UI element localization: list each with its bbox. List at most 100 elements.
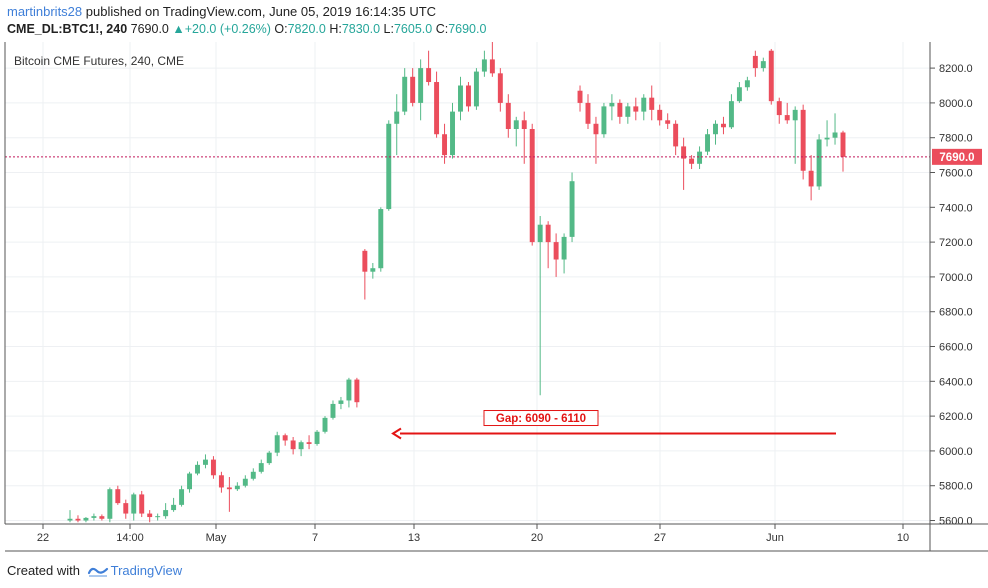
x-tick-label: 7 [312,532,318,544]
candle-body [832,132,838,138]
chart-title: Bitcoin CME Futures, 240, CME [14,54,184,68]
candle-body [545,224,551,243]
high-label: H: [329,22,342,36]
candle-body [553,242,559,260]
open-value: 7820.0 [287,22,326,36]
candle-body [505,102,511,130]
tradingview-brand-link[interactable]: TradingView [110,563,183,578]
y-tick-label: 6000.0 [939,446,973,458]
candle-body [768,50,774,102]
footer: Created with TradingView [7,563,182,578]
open-label: O: [274,22,288,36]
price-chart[interactable]: 5600.0 5800.0 6000.0 6200.0 6400.0 6600.0 6800… [0,42,988,552]
tradingview-logo-icon [87,567,108,577]
candle-body [115,489,121,504]
candle-body [75,518,81,521]
publish-info: martinbrits28 published on TradingView.c… [7,4,436,19]
x-tick-label: 22 [37,532,49,544]
candle-body [816,139,822,187]
candle-body [697,151,703,164]
candle-body [792,109,798,121]
y-tick-label: 6400.0 [939,376,973,388]
candle-body [713,123,718,135]
candle-body [521,120,527,130]
candle-body [179,489,185,505]
candle-body [473,71,479,107]
candle-body [673,123,679,147]
annotation-gap: Gap: 6090 - 6110 [391,410,836,440]
candle-body [808,170,814,187]
candle-body [362,250,368,272]
candle-body [290,440,296,450]
candle-body [840,132,846,157]
candle-body [744,80,750,88]
y-tick-label: 7000.0 [939,272,973,284]
candle-body [274,435,280,453]
candle-body [824,137,830,140]
candle-body [585,102,591,124]
candle-body [203,459,208,465]
x-tick-label: 27 [654,532,666,544]
candle-body [346,379,352,401]
candle-body [458,85,463,112]
candle-body [258,463,264,472]
candle-body [91,516,97,518]
candle-body [354,379,360,403]
candle-body [434,82,440,135]
candle-body [513,120,519,130]
close-label: C: [435,22,449,36]
candle-body [83,517,89,521]
candle-body [107,489,113,519]
candle-body [370,268,376,272]
candle-body [234,485,240,490]
change-up-icon: ▲ [172,22,185,36]
y-tick-label: 8000.0 [939,98,973,110]
candle-body [705,134,710,152]
candle-body [465,85,471,107]
candle-body [489,59,495,74]
candle-body [800,109,806,171]
last-price-tag-label: 7690.0 [939,152,974,164]
candle-body [752,55,758,69]
candle-body [155,516,161,518]
candle-body [720,123,726,128]
candle-body [242,478,248,486]
y-tick-label: 6200.0 [939,411,973,423]
candle-body [657,109,663,121]
candle-body [330,403,336,418]
x-tick-label: 14:00 [116,532,144,544]
candle-body [314,431,320,444]
candle-body [529,129,535,243]
candles [67,42,846,523]
y-tick-label: 6600.0 [939,342,973,354]
change-value: +20.0 (+0.26%) [184,22,271,36]
candle-body [681,146,687,159]
candle-body [784,115,790,121]
candle-body [601,106,607,135]
created-with-text: Created with [7,563,80,578]
candle-body [641,97,647,112]
candle-body [226,487,232,490]
last-price-tag-box [932,148,982,165]
author-link[interactable]: martinbrits28 [7,4,83,19]
gap-label-box [483,410,599,427]
low-label: L: [383,22,394,36]
candle-body [187,473,193,490]
y-tick-label: 5600.0 [939,516,973,528]
y-tick-label: 7800.0 [939,133,973,145]
x-tick-label: 13 [408,532,420,544]
candle-body [386,123,392,210]
candle-body [410,76,416,103]
y-tick-label: 7600.0 [939,168,973,180]
ohlc-legend: CME_DL:BTC1!, 240 7690.0 ▲+20.0 (+0.26%)… [7,22,486,36]
plot-area[interactable] [5,42,930,524]
candle-body [481,59,487,72]
candle-body [497,73,503,103]
candle-body [306,442,312,444]
candle-body [282,435,288,441]
candle-body [728,101,734,128]
x-axis: 22 14:00 May 7 13 20 27 Jun 10 [37,524,909,544]
candle-body [131,494,137,514]
candle-body [593,123,599,135]
candle-body [561,236,567,260]
